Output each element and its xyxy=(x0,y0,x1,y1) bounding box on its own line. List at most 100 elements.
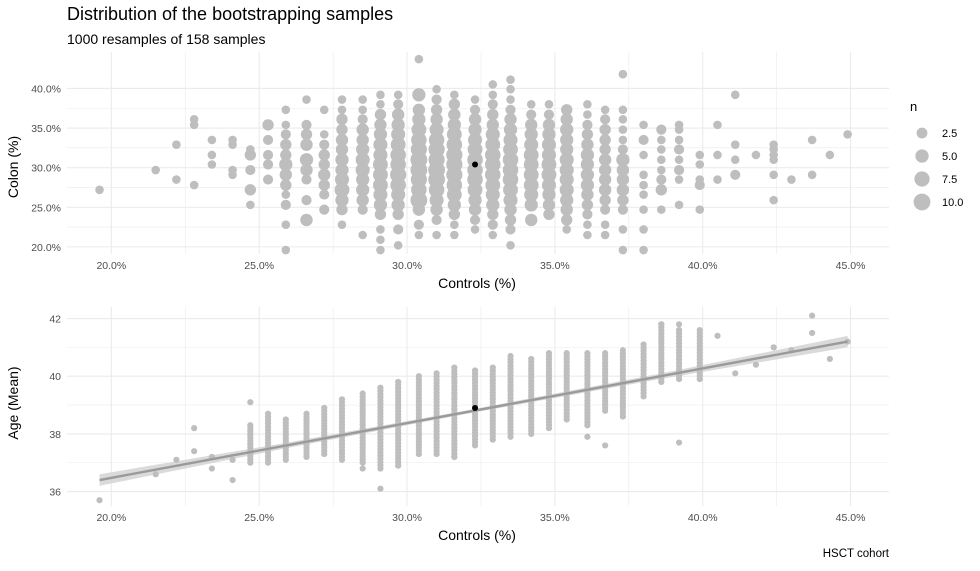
data-point xyxy=(751,150,761,160)
data-point xyxy=(503,193,518,208)
highlight-point xyxy=(472,161,479,168)
data-point xyxy=(451,364,458,371)
data-point xyxy=(433,370,440,377)
data-point xyxy=(580,178,595,192)
x-tick-label: 30.0% xyxy=(392,260,422,272)
data-point xyxy=(675,321,683,328)
data-point xyxy=(356,193,369,207)
data-point xyxy=(674,200,684,210)
data-point xyxy=(467,151,483,168)
data-point xyxy=(583,220,592,229)
data-point xyxy=(391,198,405,212)
data-point xyxy=(373,198,388,212)
data-point xyxy=(390,147,406,163)
data-point xyxy=(618,225,628,234)
data-point xyxy=(301,174,312,185)
data-point xyxy=(561,214,573,226)
data-point xyxy=(448,98,461,110)
x-tick-label: 35.0% xyxy=(540,512,570,524)
data-point xyxy=(373,137,388,152)
data-point xyxy=(770,344,777,351)
data-point xyxy=(373,147,388,163)
data-point xyxy=(639,190,648,199)
data-point xyxy=(373,177,388,193)
x-tick-label: 45.0% xyxy=(836,512,866,524)
data-point xyxy=(337,105,347,115)
data-point xyxy=(448,208,461,221)
data-point xyxy=(543,208,555,221)
data-point xyxy=(229,476,236,484)
data-point xyxy=(412,103,426,117)
y-tick-label: 20.0% xyxy=(31,242,61,254)
data-point xyxy=(336,123,348,136)
bottom-panel-grid xyxy=(67,307,889,506)
data-point xyxy=(335,163,349,177)
data-point xyxy=(356,133,369,147)
x-tick-label: 30.0% xyxy=(392,512,422,524)
bottom-x-axis-title: Controls (%) xyxy=(438,527,516,543)
data-point xyxy=(674,155,684,165)
data-point xyxy=(730,155,740,165)
data-point xyxy=(411,132,427,148)
data-point xyxy=(657,165,666,175)
data-point xyxy=(602,442,609,449)
data-point xyxy=(541,167,557,183)
data-point xyxy=(505,104,516,115)
data-point xyxy=(563,350,570,357)
data-point xyxy=(730,169,741,180)
x-tick-label: 25.0% xyxy=(244,260,274,272)
data-point xyxy=(674,175,684,184)
data-point xyxy=(618,69,628,79)
data-point xyxy=(337,220,347,229)
data-point xyxy=(377,384,384,391)
data-point xyxy=(262,159,274,170)
data-point xyxy=(393,90,403,100)
data-point xyxy=(655,184,668,196)
data-point xyxy=(357,114,368,125)
data-point xyxy=(319,105,329,115)
data-point xyxy=(318,179,330,191)
data-point xyxy=(526,109,537,120)
data-point xyxy=(374,108,387,121)
regression-line-path xyxy=(99,340,848,482)
legend-key xyxy=(916,127,928,139)
data-point xyxy=(262,174,274,185)
data-point xyxy=(376,235,385,245)
data-point xyxy=(488,80,498,89)
data-point xyxy=(376,245,385,255)
data-point xyxy=(602,350,609,357)
data-point xyxy=(541,178,557,193)
data-point xyxy=(618,115,628,124)
x-tick-label: 45.0% xyxy=(836,260,866,272)
data-point xyxy=(695,150,705,160)
data-point xyxy=(560,113,573,126)
data-point xyxy=(280,199,291,210)
data-point xyxy=(616,163,630,177)
data-point xyxy=(616,173,630,186)
data-point xyxy=(526,99,536,109)
data-point xyxy=(300,163,313,177)
data-point xyxy=(335,153,349,167)
data-point xyxy=(580,148,595,162)
data-point xyxy=(280,179,292,191)
data-point xyxy=(826,355,833,363)
data-point xyxy=(714,332,721,339)
data-point xyxy=(580,168,595,182)
data-point xyxy=(675,326,683,334)
data-point xyxy=(639,170,648,180)
data-point xyxy=(356,142,370,157)
data-point xyxy=(430,113,443,126)
chart-title: Distribution of the bootstrapping sample… xyxy=(67,4,394,24)
data-point xyxy=(600,204,611,215)
x-tick-label: 40.0% xyxy=(688,512,718,524)
data-point xyxy=(468,113,482,126)
data-point xyxy=(674,120,684,130)
data-point xyxy=(321,404,328,412)
data-point xyxy=(504,203,517,216)
data-point xyxy=(189,115,199,124)
data-point xyxy=(151,165,161,175)
y-tick-label: 35.0% xyxy=(31,123,61,135)
data-point xyxy=(656,124,667,135)
data-point xyxy=(503,132,518,147)
data-point xyxy=(618,105,628,115)
